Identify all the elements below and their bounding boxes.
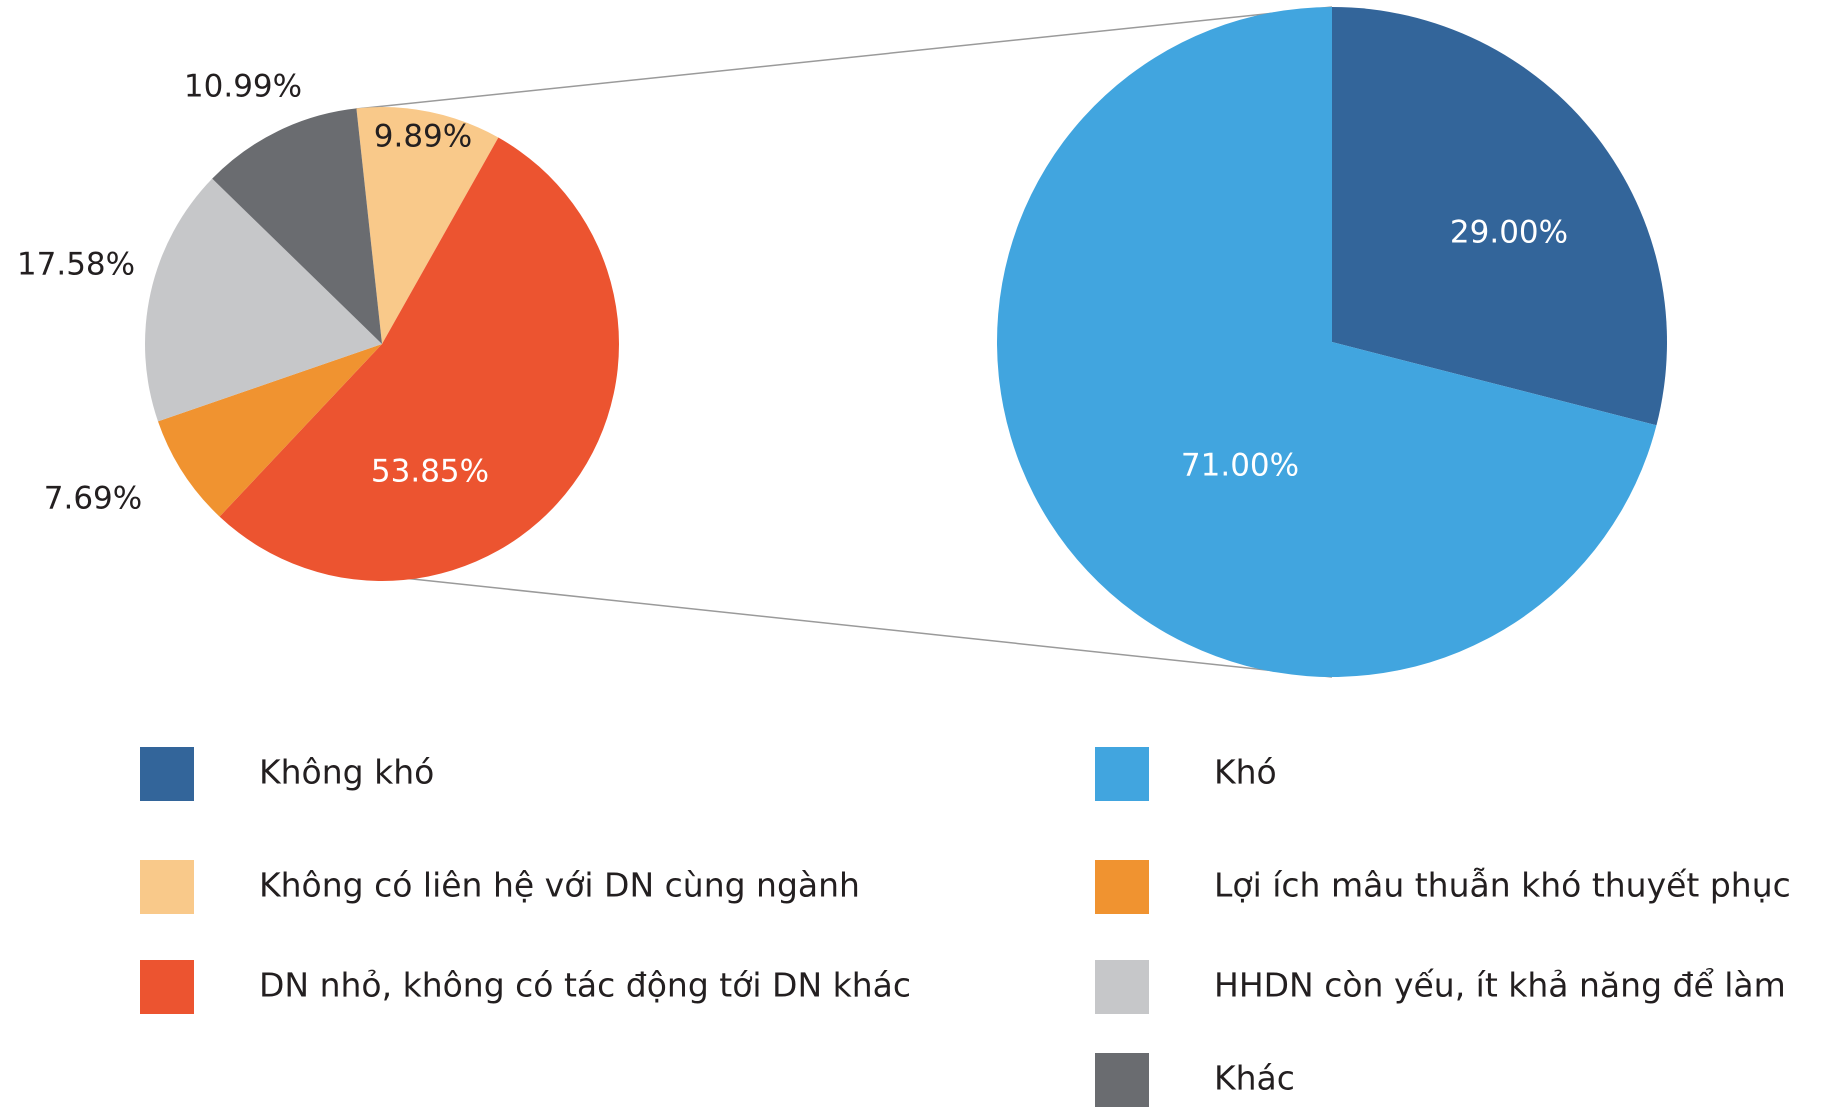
legend-label: Lợi ích mâu thuẫn khó thuyết phục [1214,866,1791,905]
legend-swatch [1095,1053,1149,1107]
legend-swatch [140,960,194,1014]
pie-slice [145,178,382,422]
data-label: 29.00% [1450,215,1568,251]
legend-label: HHDN còn yếu, ít khả năng để làm [1214,966,1786,1005]
legend-label: Khó [1214,753,1277,792]
connector-line [355,6,1333,110]
legend-swatch [140,860,194,914]
data-label: 9.89% [374,119,472,155]
legend-swatch [140,747,194,801]
data-label: 53.85% [371,454,489,490]
data-label: 10.99% [184,69,302,105]
data-label: 17.58% [17,247,135,283]
pie-slice [997,7,1657,677]
pie-slice [1332,7,1667,426]
pie-slice [356,106,499,344]
legend-swatch [1095,860,1149,914]
pie-slice [219,137,620,582]
legend-swatch [1095,747,1149,801]
legend-label: Khác [1214,1059,1295,1098]
connector-line [402,577,1333,678]
legend-label: Không khó [259,753,434,792]
legend-label: Không có liên hệ với DN cùng ngành [259,866,860,905]
legend-swatch [1095,960,1149,1014]
pie-slice [157,344,382,517]
data-label: 7.69% [44,481,142,517]
legend-label: DN nhỏ, không có tác động tới DN khác [259,966,911,1005]
pie-slice [212,108,382,344]
data-label: 71.00% [1181,448,1299,484]
